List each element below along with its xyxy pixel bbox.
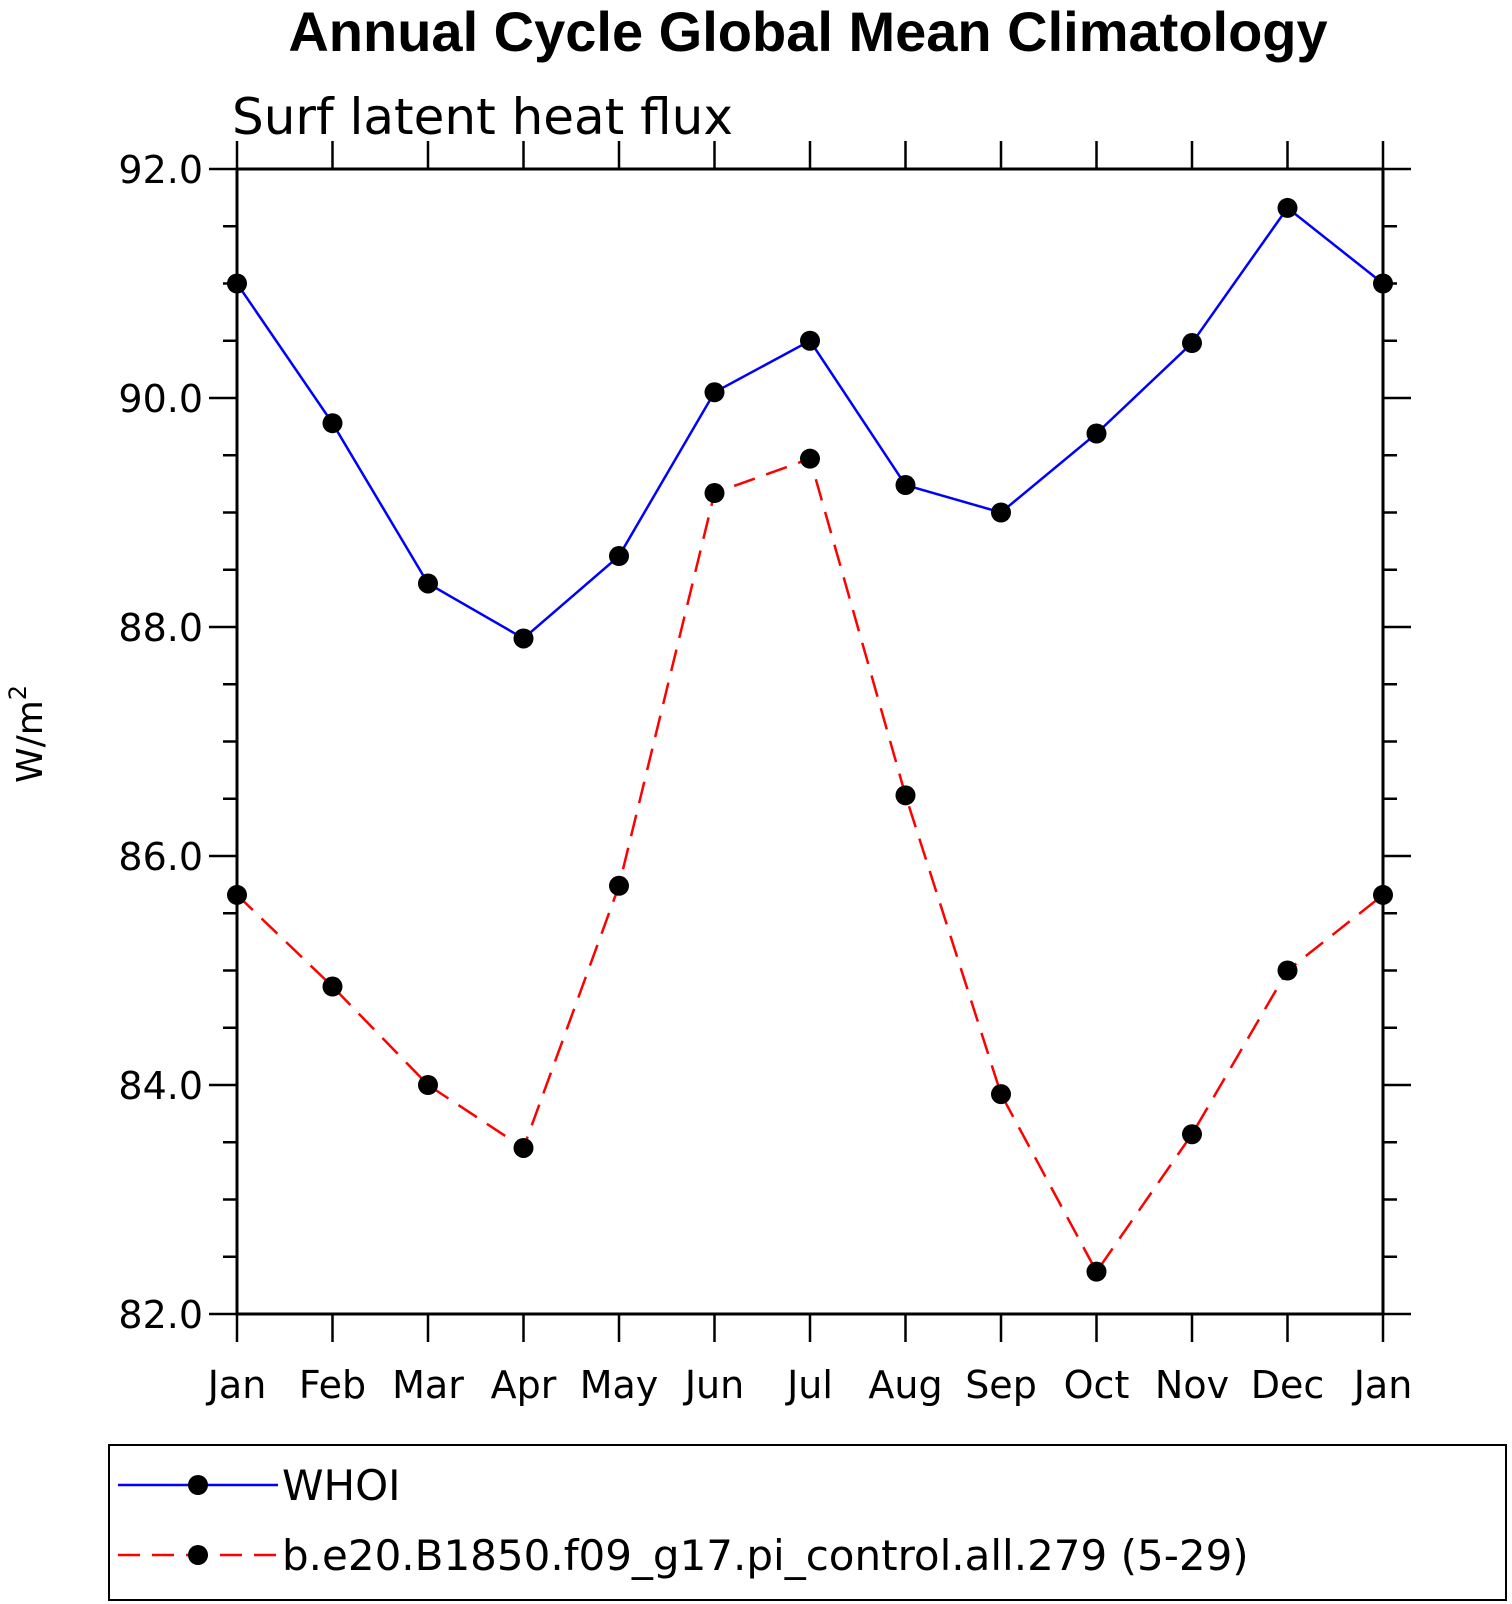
svg-text:W/m2: W/m2	[4, 685, 51, 783]
series-2-point	[513, 1137, 534, 1158]
series-2-point	[609, 875, 629, 896]
x-tick-label: Jun	[683, 1363, 744, 1407]
series-1-point	[1373, 273, 1393, 294]
x-tick-label: Oct	[1064, 1363, 1130, 1407]
series-2-point	[1277, 960, 1298, 981]
series-2-point	[895, 785, 916, 806]
y-tick-label: 82.0	[118, 1293, 203, 1337]
x-tick-label: Jul	[785, 1363, 833, 1407]
series-1-point	[800, 330, 820, 351]
chart-title: Annual Cycle Global Mean Climatology	[288, 0, 1327, 63]
legend-label-2: b.e20.B1850.f09_g17.pi_control.all.279 (…	[282, 1531, 1249, 1580]
y-axis-title-text: W/m	[10, 700, 51, 783]
series-2-point	[800, 448, 820, 469]
series-2-point	[1182, 1124, 1202, 1145]
series-2-point	[418, 1075, 438, 1095]
series-2-point	[1086, 1261, 1107, 1282]
chart-subtitle: Surf latent heat flux	[232, 88, 733, 146]
y-tick-label: 90.0	[118, 377, 203, 421]
x-tick-label: Nov	[1155, 1363, 1229, 1407]
series-1-point	[227, 273, 247, 294]
series-2-point	[322, 976, 343, 997]
y-axis-title: W/m2	[4, 685, 51, 783]
series-1-point	[704, 382, 725, 403]
x-tick-label: May	[580, 1363, 659, 1407]
x-tick-label: Dec	[1251, 1363, 1325, 1407]
x-tick-label: Sep	[965, 1363, 1037, 1407]
x-tick-label: Mar	[392, 1363, 464, 1407]
x-tick-label: Feb	[299, 1363, 366, 1407]
x-tick-label: Jan	[206, 1363, 267, 1407]
series-2-point	[227, 884, 247, 905]
series-1-point	[1182, 333, 1202, 354]
series-1-point	[895, 475, 916, 496]
y-tick-label: 84.0	[118, 1064, 203, 1108]
y-tick-label: 86.0	[118, 835, 203, 879]
series-1-point	[322, 413, 343, 434]
series-line-1	[235, 206, 1384, 640]
x-tick-label: Aug	[868, 1363, 942, 1407]
series-2-point	[1373, 884, 1393, 905]
series-line-2	[236, 457, 1384, 1275]
series-1-point	[609, 546, 629, 567]
legend: WHOI b.e20.B1850.f09_g17.pi_control.all.2…	[108, 1444, 1507, 1601]
legend-box	[108, 1444, 1507, 1601]
legend-label-1: WHOI	[282, 1461, 401, 1510]
y-tick-label: 92.0	[118, 148, 203, 192]
series-1-point	[418, 573, 438, 594]
y-axis-title-superscript: 2	[4, 685, 32, 700]
series-1-point	[1277, 197, 1298, 218]
y-tick-label: 88.0	[118, 606, 203, 650]
legend-marker-1	[188, 1475, 208, 1495]
series-1-point	[991, 502, 1011, 523]
series-1-point	[513, 628, 534, 649]
plot-area: 82.0 84.0 86.0 88.0 90.0 92.0 Jan Feb Mar Apr May J…	[118, 141, 1412, 1407]
series-2-point	[991, 1084, 1011, 1105]
series-2-point	[704, 483, 725, 504]
x-tick-label: Apr	[491, 1363, 557, 1407]
x-tick-label: Jan	[1352, 1363, 1413, 1407]
legend-marker-2	[188, 1545, 208, 1565]
series-1-point	[1086, 423, 1107, 444]
